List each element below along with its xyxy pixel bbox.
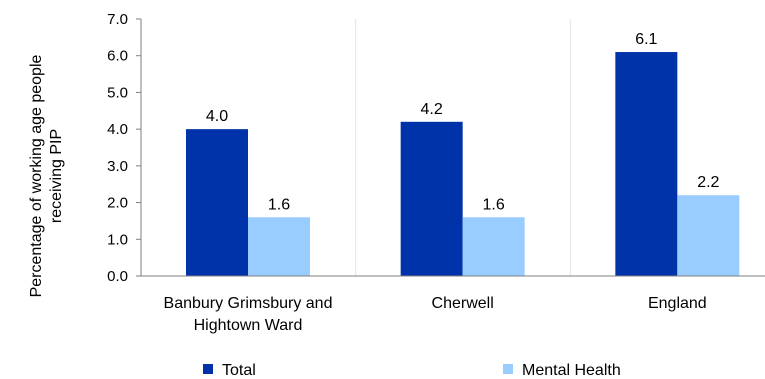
legend-label: Mental Health bbox=[522, 362, 621, 379]
y-tick-label: 0.0 bbox=[107, 268, 128, 285]
x-axis-category-labels: Banbury Grimsbury and Hightown Ward Cherwe… bbox=[164, 295, 707, 334]
y-tick-label: 1.0 bbox=[107, 231, 128, 248]
chart-grid bbox=[355, 19, 571, 276]
y-tick-label: 5.0 bbox=[107, 84, 128, 101]
y-axis-label: Percentage of working age people receivin… bbox=[28, 54, 65, 297]
y-tick-label: 2.0 bbox=[107, 195, 128, 212]
y-tick-label: 4.0 bbox=[107, 121, 128, 138]
chart-bars bbox=[186, 52, 740, 276]
x-tick-label: England bbox=[648, 295, 707, 312]
chart-legend: Total Mental Health bbox=[203, 362, 621, 379]
y-tick-label: 3.0 bbox=[107, 158, 128, 175]
data-label: 1.6 bbox=[483, 196, 505, 213]
legend-swatch-total bbox=[203, 364, 213, 374]
data-label: 4.0 bbox=[206, 108, 228, 125]
x-tick-label: Banbury Grimsbury and Hightown Ward bbox=[164, 295, 333, 334]
data-label: 1.6 bbox=[268, 196, 290, 213]
bar-mental-health bbox=[248, 217, 310, 276]
data-label: 2.2 bbox=[697, 174, 719, 191]
bar-total bbox=[615, 52, 678, 276]
y-axis-title: Percentage of working age people receivin… bbox=[28, 54, 65, 297]
bar-total bbox=[186, 129, 248, 276]
legend-swatch-mental-health bbox=[503, 364, 513, 374]
y-tick-label: 7.0 bbox=[107, 11, 128, 28]
y-tick-label: 6.0 bbox=[107, 48, 128, 65]
data-labels: 4.0 1.6 4.2 1.6 6.1 2.2 bbox=[206, 31, 720, 213]
legend-label: Total bbox=[222, 362, 256, 379]
data-label: 4.2 bbox=[421, 101, 443, 118]
bar-mental-health bbox=[462, 217, 525, 276]
x-tick-label: Cherwell bbox=[432, 295, 494, 312]
y-axis-ticks: 0.0 1.0 2.0 3.0 4.0 5.0 6.0 7.0 bbox=[107, 11, 141, 285]
chart-axes bbox=[140, 19, 765, 277]
data-label: 6.1 bbox=[635, 31, 657, 48]
bar-total bbox=[400, 121, 463, 276]
bar-mental-health bbox=[677, 195, 740, 276]
